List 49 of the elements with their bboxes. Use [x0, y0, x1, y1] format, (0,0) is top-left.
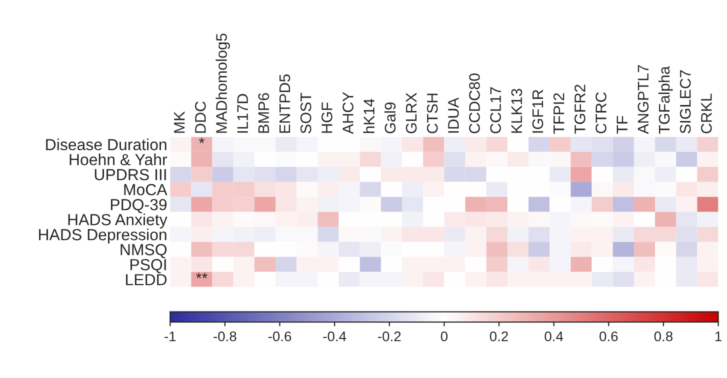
- x-tick-label: SIGLEC7: [680, 70, 691, 134]
- y-tick-label: HADS Depression: [39, 228, 166, 244]
- x-tick-label: CCL17: [490, 87, 502, 134]
- y-tick-label: Disease Duration: [46, 138, 166, 150]
- data-label: **: [196, 272, 208, 278]
- x-tick-label: TGFR2: [574, 84, 586, 134]
- x-tick-label: CRKL: [701, 94, 712, 134]
- color-bar-label: -0.8: [214, 331, 236, 342]
- color-bar-label: 1: [715, 332, 722, 342]
- x-tick-label: CCDC80: [469, 74, 480, 134]
- y-tick-label: LEDD: [126, 274, 167, 286]
- x-tick-label: TGFalpha: [658, 66, 673, 134]
- x-tick-label: SOST: [300, 92, 312, 134]
- x-tick-label: AHCY: [342, 92, 354, 134]
- x-tick-label: MK: [174, 111, 185, 133]
- y-tick-label: Hoehn & Yahr: [70, 154, 168, 166]
- color-bar-label: 0.2: [490, 331, 508, 342]
- color-bar-label: -0.2: [378, 331, 401, 342]
- color-bar-label: 0: [440, 331, 448, 342]
- y-tick-label: PDQ-39: [110, 199, 167, 214]
- x-tick-label: ANGPTL7: [638, 65, 649, 134]
- y-tick-label: NMSQ: [120, 244, 167, 258]
- x-tick-label: Gal9: [384, 102, 396, 134]
- x-tick-label: BMP6: [258, 93, 270, 133]
- x-tick-label: GLRX: [406, 92, 417, 134]
- x-tick-label: TF: [616, 116, 628, 134]
- x-tick-label: IDUA: [448, 98, 459, 133]
- x-tick-label: DDC: [195, 102, 206, 133]
- x-tick-label: HGF: [322, 102, 332, 133]
- color-bar-label: 0.4: [544, 331, 564, 342]
- x-tick-label: KLK13: [511, 88, 522, 133]
- y-tick-label: HADS Anxiety: [68, 214, 168, 228]
- x-tick-label: MADhomolog5: [216, 34, 230, 133]
- color-bar-label: -0.6: [268, 331, 292, 342]
- color-bar-label: 0.6: [600, 331, 618, 342]
- x-tick-label: ENTPD5: [280, 74, 290, 133]
- x-tick-label: hK14: [363, 98, 374, 133]
- y-tick-label: MoCA: [124, 184, 168, 196]
- y-tick-label: UPDRS III: [94, 168, 166, 180]
- x-tick-label: CTSH: [426, 94, 438, 134]
- color-bar-label: -1: [164, 332, 176, 342]
- color-bar-label: -0.4: [323, 331, 346, 342]
- color-bar-label: 0.8: [654, 331, 673, 342]
- x-tick-label: CTRC: [596, 92, 606, 134]
- x-tick-label: TFPI2: [553, 93, 564, 134]
- data-label: *: [199, 138, 204, 144]
- x-tick-label: IL17D: [237, 94, 248, 133]
- y-tick-label: PSQI: [130, 259, 166, 274]
- x-tick-label: IGF1R: [532, 90, 544, 133]
